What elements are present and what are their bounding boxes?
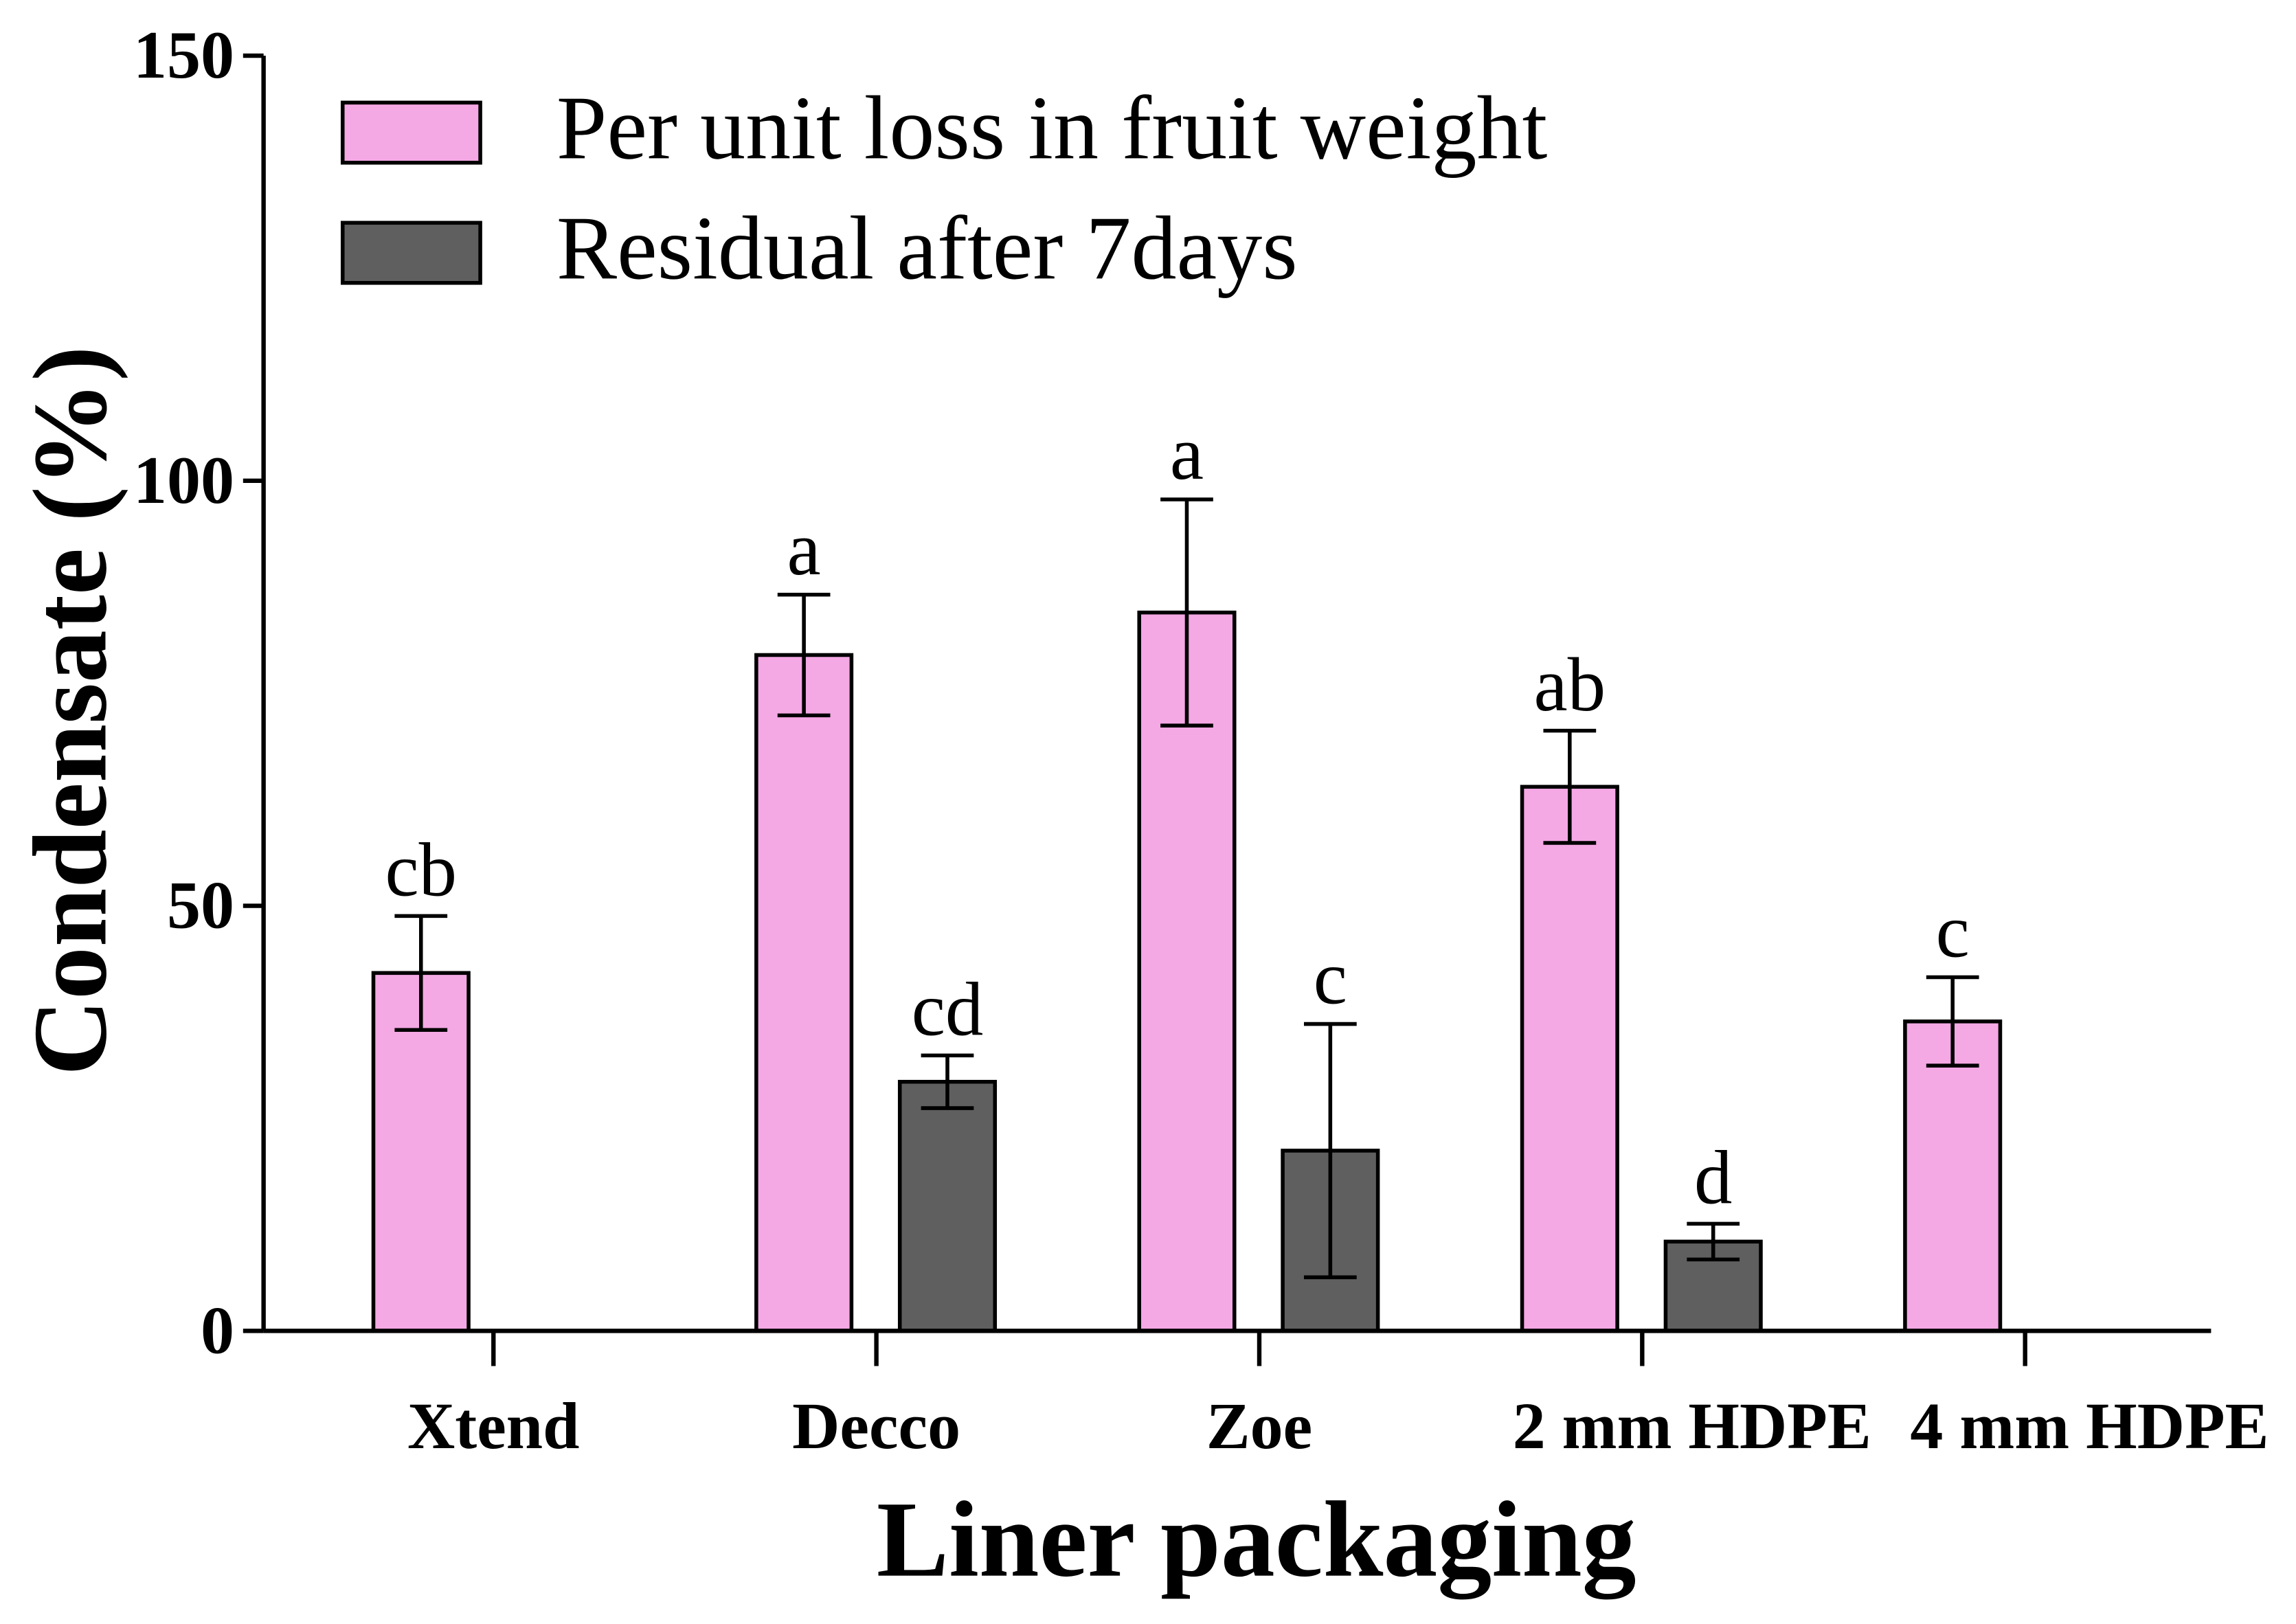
bars — [371, 610, 2003, 1333]
y-tick-label-0: 0 — [201, 1294, 234, 1368]
significance-label-zoe-residual-after-7days: c — [1314, 936, 1347, 1020]
significance-label-xtend-per-unit-loss-in-fruit-weight: cb — [385, 827, 457, 912]
legend: Per unit loss in fruit weight Residual af… — [340, 77, 1547, 298]
bar-2-mm-hdpe-per-unit-loss-in-fruit-weight — [1520, 785, 1619, 1333]
bar-xtend-per-unit-loss-in-fruit-weight — [371, 971, 471, 1333]
error-bar-decco-residual-after-7days — [921, 1053, 974, 1110]
significance-label-2-mm-hdpe-residual-after-7days: d — [1694, 1135, 1732, 1219]
bar-zoe-per-unit-loss-in-fruit-weight — [1137, 610, 1237, 1333]
error-bar-xtend-per-unit-loss-in-fruit-weight — [394, 914, 448, 1032]
significance-label-decco-per-unit-loss-in-fruit-weight: a — [787, 506, 821, 591]
y-tick-label-100: 100 — [133, 444, 234, 518]
error-bar-2-mm-hdpe-per-unit-loss-in-fruit-weight — [1543, 728, 1597, 845]
legend-label: Per unit loss in fruit weight — [556, 77, 1547, 178]
significance-label-4-mm-hdpe-per-unit-loss-in-fruit-weight: c — [1936, 889, 1970, 973]
x-tick-label-decco: Decco — [792, 1389, 960, 1463]
y-axis-title: Condensate (%) — [12, 346, 129, 1076]
bar-decco-residual-after-7days — [897, 1079, 998, 1333]
error-bar-4-mm-hdpe-per-unit-loss-in-fruit-weight — [1926, 975, 1979, 1068]
error-bar-zoe-per-unit-loss-in-fruit-weight — [1160, 497, 1213, 728]
legend-entry-residual-after-7days: Residual after 7days — [340, 197, 1298, 298]
x-axis-title: Liner packaging — [877, 1480, 1636, 1600]
significance-label-2-mm-hdpe-per-unit-loss-in-fruit-weight: ab — [1534, 642, 1606, 727]
significance-label-zoe-per-unit-loss-in-fruit-weight: a — [1170, 411, 1204, 495]
y-tick-label-150: 150 — [133, 19, 234, 93]
x-tick-label-xtend: Xtend — [407, 1389, 579, 1463]
legend-entry-per-unit-loss-in-fruit-weight: Per unit loss in fruit weight — [340, 77, 1547, 178]
x-tick-label-zoe: Zoe — [1206, 1389, 1312, 1463]
x-tick-label-2-mm-hdpe: 2 mm HDPE — [1513, 1389, 1871, 1463]
y-tick-label-50: 50 — [167, 869, 234, 943]
error-bar-zoe-residual-after-7days — [1303, 1022, 1357, 1280]
error-bars — [394, 497, 1979, 1280]
error-bar-2-mm-hdpe-residual-after-7days — [1687, 1221, 1740, 1262]
y-axis: 0 50 100 150 — [133, 19, 266, 1368]
legend-swatch — [340, 100, 482, 165]
legend-label: Residual after 7days — [556, 197, 1298, 298]
x-tick-label-4-mm-hdpe: 4 mm HDPE — [1910, 1389, 2269, 1463]
bar-4-mm-hdpe-per-unit-loss-in-fruit-weight — [1903, 1019, 2003, 1333]
error-bar-decco-per-unit-loss-in-fruit-weight — [777, 592, 831, 718]
significance-label-decco-residual-after-7days: cd — [912, 967, 984, 1051]
bar-decco-per-unit-loss-in-fruit-weight — [754, 653, 854, 1333]
legend-swatch — [340, 221, 482, 285]
x-axis: Xtend Decco Zoe 2 mm HDPE 4 mm HDPE — [263, 1329, 2269, 1463]
